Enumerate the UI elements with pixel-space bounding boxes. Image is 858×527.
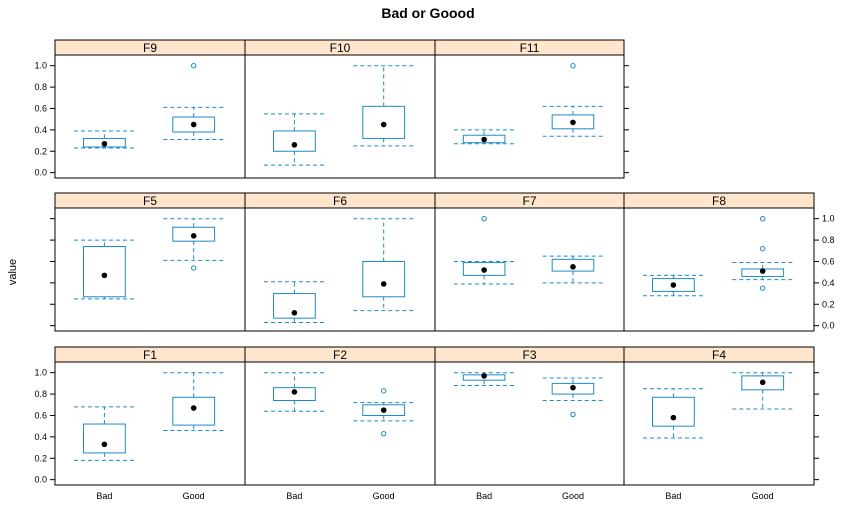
box-F1-good <box>172 396 216 426</box>
median-dot-F10-good <box>380 121 387 128</box>
median-dot-F10-bad <box>291 142 298 148</box>
panel-frame-F2 <box>244 361 436 486</box>
panel-strip-label-F9: F9 <box>143 41 157 55</box>
median-dot-F9-good <box>190 121 197 128</box>
y-tick-label-right-F5-0: 0.0 <box>822 321 835 331</box>
median-dot-F11-good <box>570 119 576 126</box>
y-tick-label-right-F5-1: 0.2 <box>822 299 835 309</box>
median-dot-F1-bad <box>101 441 108 448</box>
outlier-F5-good-0 <box>191 265 197 271</box>
median-dot-F4-good <box>759 379 766 386</box>
y-tick-label-right-F5-4: 0.8 <box>822 235 835 245</box>
panel-strip-label-F10: F10 <box>330 41 351 55</box>
median-dot-F2-bad <box>291 389 298 395</box>
y-tick-label-left-F1-0: 0.0 <box>34 475 47 485</box>
y-tick-label-left-F9-2: 0.4 <box>34 125 47 135</box>
outlier-F7-bad-0 <box>481 215 487 222</box>
median-dot-F2-good <box>380 407 387 413</box>
y-tick-label-left-F9-3: 0.6 <box>34 103 47 113</box>
x-tick-label-F1-bad: Bad <box>96 491 112 501</box>
box-F5-bad <box>83 246 126 298</box>
median-dot-F4-bad <box>670 414 677 421</box>
box-F4-bad <box>652 396 695 427</box>
panel-strip-label-F2: F2 <box>333 348 347 362</box>
median-dot-F11-bad <box>481 136 487 143</box>
panel-frame-F4 <box>623 361 815 486</box>
y-tick-label-left-F1-1: 0.2 <box>34 453 47 463</box>
panel-frame-F10 <box>244 54 436 179</box>
box-F1-bad <box>83 423 126 454</box>
median-dot-F9-bad <box>101 140 108 147</box>
panel-strip-label-F7: F7 <box>522 194 536 208</box>
outlier-F11-good-0 <box>570 62 576 69</box>
x-tick-label-F2-bad: Bad <box>286 491 302 501</box>
y-tick-label-right-F5-5: 1.0 <box>822 214 835 224</box>
y-tick-label-left-F9-4: 0.8 <box>34 82 47 92</box>
outlier-F8-good-0 <box>760 215 766 222</box>
median-dot-F7-bad <box>481 267 487 273</box>
panel-frame-F9 <box>54 54 246 179</box>
panel-strip-label-F8: F8 <box>712 194 726 208</box>
box-F10-bad <box>273 130 316 152</box>
panel-frame-F1 <box>54 361 246 486</box>
outlier-F3-good-0 <box>570 411 576 418</box>
x-tick-label-F1-good: Good <box>183 491 205 501</box>
x-tick-label-F3-good: Good <box>562 491 584 501</box>
median-dot-F1-good <box>190 405 197 411</box>
median-dot-F8-good <box>759 268 766 274</box>
panel-frame-F8 <box>623 207 815 332</box>
median-dot-F6-good <box>380 281 387 287</box>
x-tick-label-F3-bad: Bad <box>476 491 492 501</box>
y-tick-label-left-F1-5: 1.0 <box>34 368 47 378</box>
panel-frame-F11 <box>434 54 625 179</box>
x-tick-label-F2-good: Good <box>373 491 395 501</box>
y-tick-label-right-F5-3: 0.6 <box>822 256 835 266</box>
median-dot-F8-bad <box>670 282 677 288</box>
median-dot-F6-bad <box>291 310 298 316</box>
panel-strip-label-F5: F5 <box>143 194 157 208</box>
median-dot-F5-good <box>190 233 197 239</box>
outlier-F9-good-0 <box>191 62 197 69</box>
y-tick-label-left-F1-4: 0.8 <box>34 389 47 399</box>
y-tick-label-left-F9-5: 1.0 <box>34 61 47 71</box>
outlier-F8-good-2 <box>760 285 766 291</box>
x-tick-label-F4-bad: Bad <box>665 491 681 501</box>
x-tick-label-F4-good: Good <box>752 491 774 501</box>
y-tick-label-right-F5-2: 0.4 <box>822 278 835 288</box>
median-dot-F5-bad <box>101 272 108 279</box>
median-dot-F3-good <box>570 384 576 391</box>
panel-strip-label-F11: F11 <box>520 41 540 55</box>
panel-strip-label-F4: F4 <box>712 348 726 362</box>
median-dot-F3-bad <box>481 373 487 379</box>
panel-strip-label-F3: F3 <box>522 348 536 362</box>
median-dot-F7-good <box>570 264 576 270</box>
y-tick-label-left-F9-0: 0.0 <box>34 168 47 178</box>
panel-strip-label-F1: F1 <box>143 348 157 362</box>
y-axis-title: value <box>7 259 19 285</box>
panel-strip-label-F6: F6 <box>333 194 347 208</box>
outlier-F2-good-0 <box>381 388 387 394</box>
y-tick-label-left-F1-2: 0.4 <box>34 432 47 442</box>
outlier-F2-good-1 <box>381 430 387 437</box>
y-tick-label-left-F1-3: 0.6 <box>34 410 47 420</box>
chart-title: Bad or Goood <box>381 5 474 21</box>
outlier-F8-good-1 <box>760 245 766 252</box>
box-F6-good <box>362 260 406 298</box>
y-tick-label-left-F9-1: 0.2 <box>34 146 47 156</box>
